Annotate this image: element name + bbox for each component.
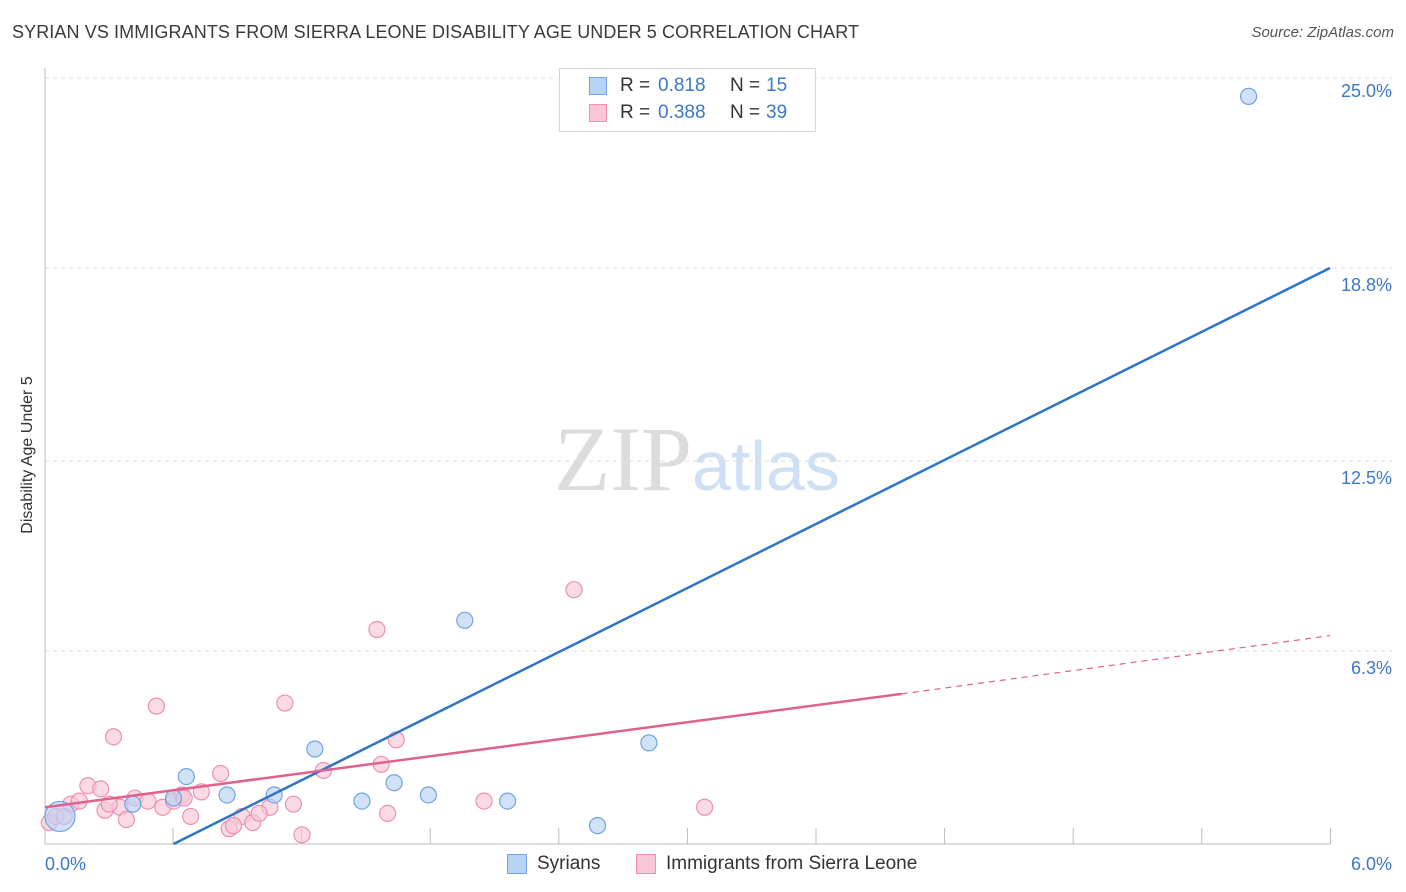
sierra-leone-point bbox=[224, 817, 243, 835]
syrians-point bbox=[164, 789, 183, 807]
source-label: Source: ZipAtlas.com bbox=[1251, 24, 1394, 41]
syrians-point bbox=[588, 817, 607, 835]
n-label: N = bbox=[730, 102, 761, 123]
legend-item-sierra-leone[interactable]: Immigrants from Sierra Leone bbox=[636, 851, 917, 877]
r-value: 0.818 bbox=[658, 75, 706, 96]
sierra-leone-point bbox=[696, 798, 714, 816]
syrians-point bbox=[306, 740, 324, 758]
watermark: ZIPatlas bbox=[554, 408, 840, 510]
syrians-point bbox=[177, 767, 195, 786]
sierra-leone-point bbox=[250, 804, 268, 822]
n-label: N = bbox=[730, 75, 761, 96]
sierra-leone-point bbox=[276, 694, 294, 712]
syrians-point bbox=[1240, 87, 1258, 105]
watermark-atlas: atlas bbox=[692, 427, 840, 505]
r-label: R = bbox=[620, 102, 651, 123]
syrians-point bbox=[419, 786, 437, 804]
syrians-point bbox=[499, 792, 517, 810]
legend-label-sierra-leone: Immigrants from Sierra Leone bbox=[666, 853, 918, 874]
watermark-zip: ZIP bbox=[554, 408, 692, 510]
legend-label-syrians: Syrians bbox=[537, 853, 601, 874]
sierra-leone-point bbox=[104, 728, 123, 746]
sierra-leone-point bbox=[117, 810, 135, 829]
sierra-leone-point bbox=[475, 792, 493, 810]
sierra-leone-point bbox=[368, 620, 386, 639]
sierra-leone-legend-icon bbox=[636, 854, 656, 874]
n-value: 15 bbox=[766, 75, 788, 96]
syrians-point bbox=[456, 611, 474, 629]
syrians-point bbox=[124, 795, 142, 813]
sierra-leone-swatch-icon bbox=[589, 104, 607, 122]
x-tick-label: 6.0% bbox=[1351, 854, 1392, 874]
stats-row-sierra-leone: R = 0.388 N = 39 bbox=[620, 101, 787, 125]
sierra-leone-point bbox=[147, 697, 165, 715]
sierra-leone-point bbox=[92, 780, 110, 798]
y-tick-label: 6.3% bbox=[1351, 658, 1392, 678]
r-value: 0.388 bbox=[658, 102, 706, 123]
syrians-trend-line bbox=[172, 266, 1331, 846]
sierra-leone-trend-line bbox=[44, 692, 902, 809]
syrians-swatch-icon bbox=[589, 77, 607, 95]
chart-legend: Syrians Immigrants from Sierra Leone bbox=[0, 851, 1406, 877]
syrians-point bbox=[44, 800, 76, 833]
stats-box: R = 0.818 N = 15 R = 0.388 N = 39 bbox=[559, 68, 816, 132]
chart-title: SYRIAN VS IMMIGRANTS FROM SIERRA LEONE D… bbox=[12, 22, 860, 42]
y-tick-label: 18.8% bbox=[1341, 275, 1392, 295]
sierra-leone-point bbox=[293, 826, 311, 844]
syrians-point bbox=[353, 792, 371, 810]
stats-row-syrians: R = 0.818 N = 15 bbox=[620, 74, 787, 98]
sierra-leone-point bbox=[565, 581, 583, 599]
r-label: R = bbox=[620, 75, 651, 96]
sierra-leone-point bbox=[212, 764, 230, 783]
sierra-leone-trend-extension bbox=[901, 635, 1331, 695]
y-tick-label: 12.5% bbox=[1341, 468, 1392, 488]
syrians-point bbox=[640, 734, 658, 752]
sierra-leone-point bbox=[182, 807, 200, 826]
syrians-point bbox=[385, 774, 403, 792]
sierra-leone-point bbox=[379, 804, 397, 822]
syrians-point bbox=[218, 786, 236, 804]
sierra-leone-point bbox=[284, 795, 303, 813]
syrians-legend-icon bbox=[507, 854, 527, 874]
legend-item-syrians[interactable]: Syrians bbox=[507, 851, 600, 877]
y-tick-label: 25.0% bbox=[1341, 81, 1392, 101]
n-value: 39 bbox=[766, 102, 788, 123]
x-tick-label: 0.0% bbox=[45, 854, 86, 874]
y-axis-label: Disability Age Under 5 bbox=[19, 376, 36, 534]
